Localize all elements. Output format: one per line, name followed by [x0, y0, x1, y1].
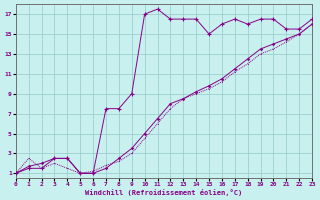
X-axis label: Windchill (Refroidissement éolien,°C): Windchill (Refroidissement éolien,°C): [85, 189, 243, 196]
